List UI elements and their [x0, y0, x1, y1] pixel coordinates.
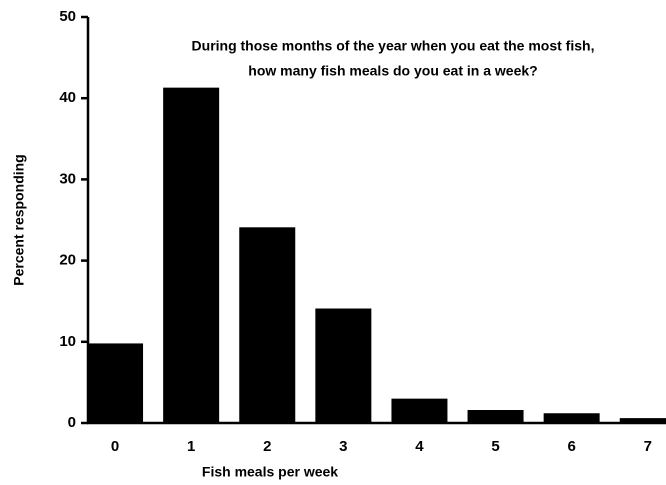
y-axis-label: Percent responding	[11, 154, 27, 285]
y-tick-label: 0	[68, 414, 76, 431]
bar	[87, 343, 144, 423]
x-axis-label: Fish meals per week	[202, 464, 338, 480]
x-tick-label: 7	[644, 438, 652, 455]
bar	[391, 398, 448, 423]
chart-title: During those months of the year when you…	[192, 38, 595, 54]
y-tick-label: 20	[59, 252, 76, 269]
bar	[163, 87, 220, 424]
x-tick-label: 1	[187, 438, 195, 455]
x-tick-label: 2	[263, 438, 271, 455]
bar	[315, 308, 372, 423]
chart-title: how many fish meals do you eat in a week…	[248, 63, 537, 79]
bar	[619, 418, 666, 423]
plot	[87, 87, 666, 424]
y-tick-label: 50	[59, 8, 76, 25]
x-tick-label: 0	[111, 438, 119, 455]
bar	[239, 227, 296, 423]
x-tick-label: 3	[339, 438, 347, 455]
x-tick-label: 6	[567, 438, 575, 455]
x-tick-label: 5	[491, 438, 499, 455]
x-tick-label: 4	[415, 438, 424, 455]
bar	[467, 410, 524, 423]
y-tick-label: 40	[59, 89, 76, 106]
y-tick-label: 30	[59, 170, 76, 187]
bar	[543, 413, 600, 423]
y-tick-label: 10	[59, 333, 76, 350]
